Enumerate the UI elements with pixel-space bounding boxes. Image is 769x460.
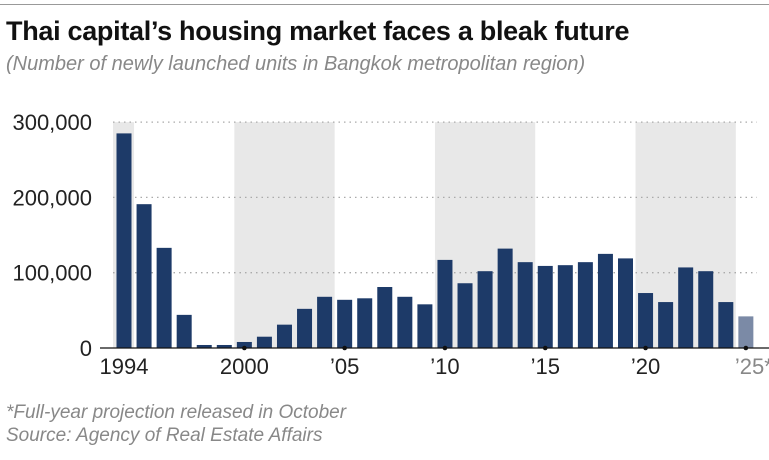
bar-2020 — [638, 293, 654, 348]
bar-2011 — [457, 283, 473, 348]
x-tick-mark — [242, 345, 247, 351]
x-tick-label: ’20 — [631, 354, 660, 379]
x-tick-mark — [743, 345, 749, 351]
bar-2007 — [377, 287, 393, 348]
x-tick-mark — [542, 345, 548, 351]
bar-2008 — [397, 296, 413, 348]
top-rule — [0, 4, 769, 5]
bar-2009 — [417, 304, 433, 348]
y-tick-label: 300,000 — [12, 110, 92, 135]
x-tick-label: 1994 — [100, 354, 149, 379]
bar-1999 — [216, 344, 232, 348]
chart-subtitle: (Number of newly launched units in Bangk… — [6, 53, 586, 75]
bar-2003 — [297, 308, 313, 348]
bar-1994 — [116, 133, 132, 348]
bar-1995 — [136, 204, 152, 348]
bar-1996 — [156, 247, 172, 348]
bar-2015 — [537, 265, 553, 348]
bar-2018 — [597, 253, 613, 348]
bar-2000 — [236, 341, 252, 348]
bar-2019 — [618, 258, 633, 348]
source-note: Source: Agency of Real Estate Affairs — [6, 425, 323, 446]
bar-2021 — [658, 302, 674, 348]
bar-2023 — [698, 271, 714, 348]
x-tick-mark — [442, 345, 448, 351]
x-tick-mark — [643, 345, 648, 351]
bar-2001 — [256, 336, 272, 348]
y-tick-label: 0 — [80, 336, 92, 361]
bar-2016 — [557, 265, 573, 348]
footnote: *Full-year projection released in Octobe… — [6, 402, 347, 423]
bar-2006 — [357, 298, 373, 348]
x-tick-label: ’15 — [531, 354, 560, 379]
bar-2014 — [517, 262, 533, 348]
bar-2012 — [477, 271, 493, 348]
x-tick-label: 2000 — [220, 354, 269, 379]
bar-2025 — [738, 316, 754, 348]
y-tick-label: 200,000 — [12, 185, 92, 210]
x-tick-mark — [342, 345, 347, 351]
x-tick-label: ’05 — [330, 354, 359, 379]
bar-chart: 0 100,000 200,000 300,000 1994 2000 ’05 ’10 ’15 ’… — [12, 110, 769, 379]
bar-1998 — [196, 344, 212, 348]
bar-2013 — [497, 248, 513, 348]
bar-2004 — [317, 296, 333, 348]
bar-2005 — [337, 299, 353, 348]
bar-2002 — [276, 324, 292, 348]
bar-2022 — [678, 267, 694, 348]
y-tick-label: 100,000 — [12, 261, 92, 286]
bar-2024 — [718, 302, 734, 348]
bar-2010 — [437, 259, 453, 348]
bar-1997 — [176, 314, 192, 348]
x-tick-label: ’25* — [735, 354, 769, 379]
x-tick-label: ’10 — [430, 354, 459, 379]
bar-2017 — [577, 262, 593, 348]
chart-title: Thai capital’s housing market faces a bl… — [6, 16, 630, 46]
